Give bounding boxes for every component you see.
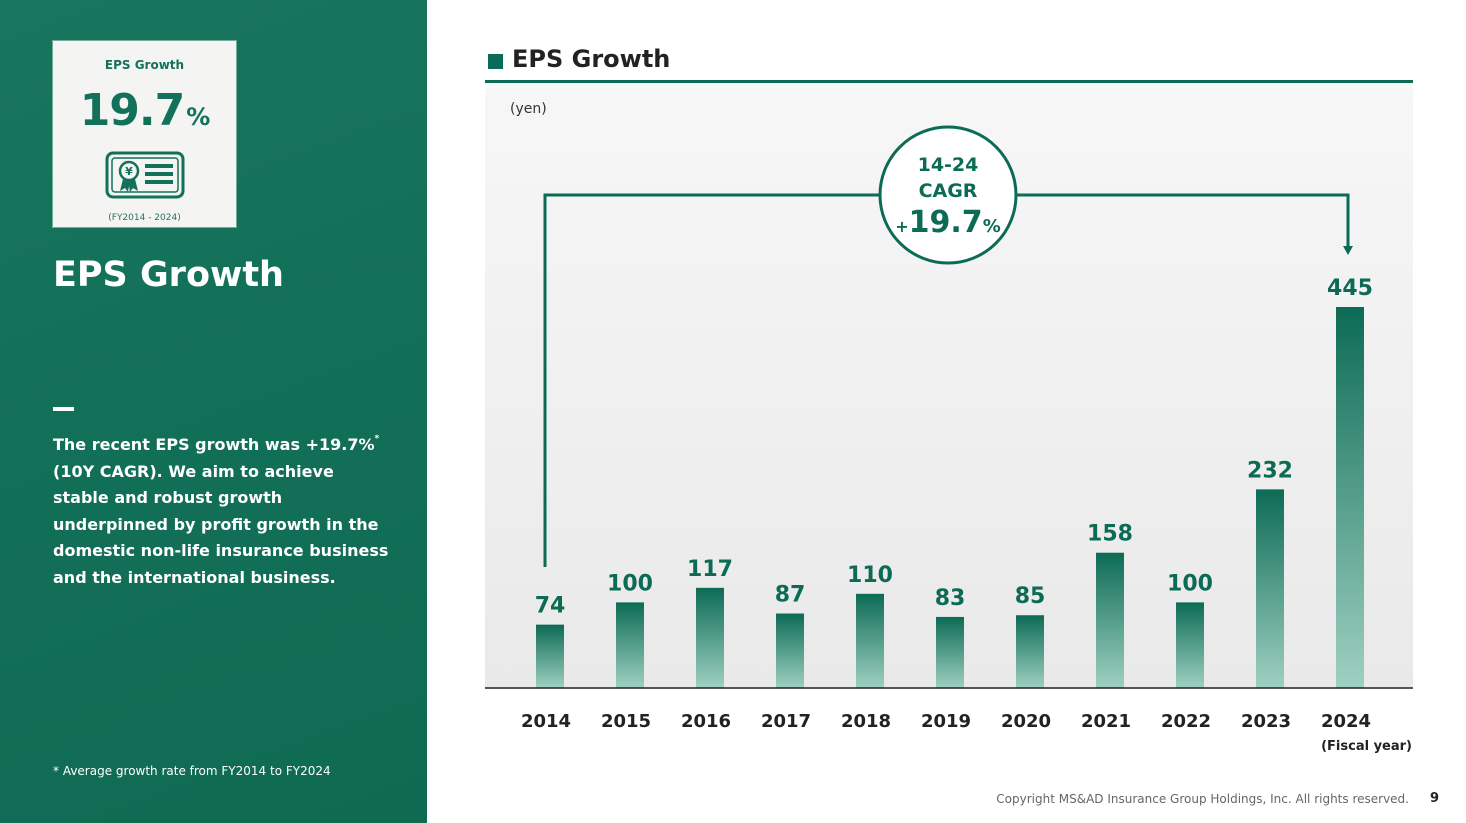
- kpi-card: EPS Growth 19.7% ¥ (FY2014 - 2024): [53, 41, 236, 227]
- bar-2015: [616, 602, 644, 688]
- kpi-value: 19.7%: [53, 85, 236, 136]
- x-tick-2015: 2015: [601, 711, 651, 732]
- panel-description: The recent EPS growth was +19.7%* (10Y C…: [53, 426, 393, 591]
- x-tick-2019: 2019: [921, 711, 971, 732]
- x-tick-2023: 2023: [1241, 711, 1291, 732]
- data-label-2024: 445: [1327, 276, 1373, 301]
- bar-2024: [1336, 307, 1364, 688]
- bar-2014: [536, 624, 564, 688]
- data-label-2017: 87: [775, 583, 806, 608]
- x-tick-2017: 2017: [761, 711, 811, 732]
- y-unit-label: (yen): [510, 101, 547, 117]
- data-label-2023: 232: [1247, 458, 1293, 483]
- bar-2023: [1256, 489, 1284, 688]
- title-rule: [485, 80, 1413, 83]
- panel-description-rest: (10Y CAGR). We aim to achieve stable and…: [53, 461, 389, 587]
- chart-title: EPS Growth: [512, 45, 671, 73]
- kpi-period: (FY2014 - 2024): [108, 213, 181, 223]
- data-label-2022: 100: [1167, 571, 1213, 596]
- data-label-2014: 74: [535, 594, 566, 619]
- cagr-arrowhead: [1343, 246, 1353, 255]
- bar-2017: [776, 613, 804, 688]
- footnote: * Average growth rate from FY2014 to FY2…: [53, 764, 331, 778]
- kpi-title: EPS Growth: [104, 58, 185, 72]
- data-label-2016: 117: [687, 557, 733, 582]
- x-tick-2024: 2024: [1321, 711, 1371, 732]
- title-square-marker: [488, 54, 503, 69]
- x-tick-2014: 2014: [521, 711, 571, 732]
- svg-text:¥: ¥: [125, 165, 133, 178]
- panel-heading: EPS Growth: [53, 255, 284, 295]
- x-tick-2018: 2018: [841, 711, 891, 732]
- x-tick-2022: 2022: [1161, 711, 1211, 732]
- bar-2021: [1096, 552, 1124, 688]
- kpi-value-unit: %: [186, 103, 210, 131]
- data-label-2018: 110: [847, 563, 893, 588]
- kpi-value-number: 19.7: [79, 85, 186, 136]
- x-tick-2021: 2021: [1081, 711, 1131, 732]
- panel-description-lead: The recent EPS growth was +19.7%: [53, 435, 375, 454]
- cagr-period-label: 14-24: [918, 154, 979, 176]
- x-tick-2020: 2020: [1001, 711, 1051, 732]
- cagr-value: +19.7%: [895, 205, 1000, 240]
- bar-2019: [936, 616, 964, 688]
- bar-2020: [1016, 615, 1044, 688]
- data-label-2015: 100: [607, 571, 653, 596]
- cagr-label: CAGR: [919, 180, 978, 202]
- bar-2022: [1176, 602, 1204, 688]
- cagr-badge: [878, 125, 1018, 265]
- data-label-2021: 158: [1087, 522, 1133, 547]
- data-label-2020: 85: [1015, 584, 1046, 609]
- bar-2018: [856, 593, 884, 688]
- certificate-yen-icon: ¥: [105, 151, 185, 199]
- page-number: 9: [1430, 791, 1440, 806]
- bar-2016: [696, 587, 724, 688]
- divider-dash: [53, 407, 74, 411]
- copyright-text: Copyright MS&AD Insurance Group Holdings…: [996, 792, 1409, 806]
- left-summary-panel: EPS Growth 19.7% ¥ (FY2014 - 2024) EPS G…: [0, 0, 427, 823]
- x-axis-label: (Fiscal year): [1321, 739, 1412, 754]
- data-label-2019: 83: [935, 586, 966, 611]
- x-tick-2016: 2016: [681, 711, 731, 732]
- footnote-marker: *: [374, 434, 380, 444]
